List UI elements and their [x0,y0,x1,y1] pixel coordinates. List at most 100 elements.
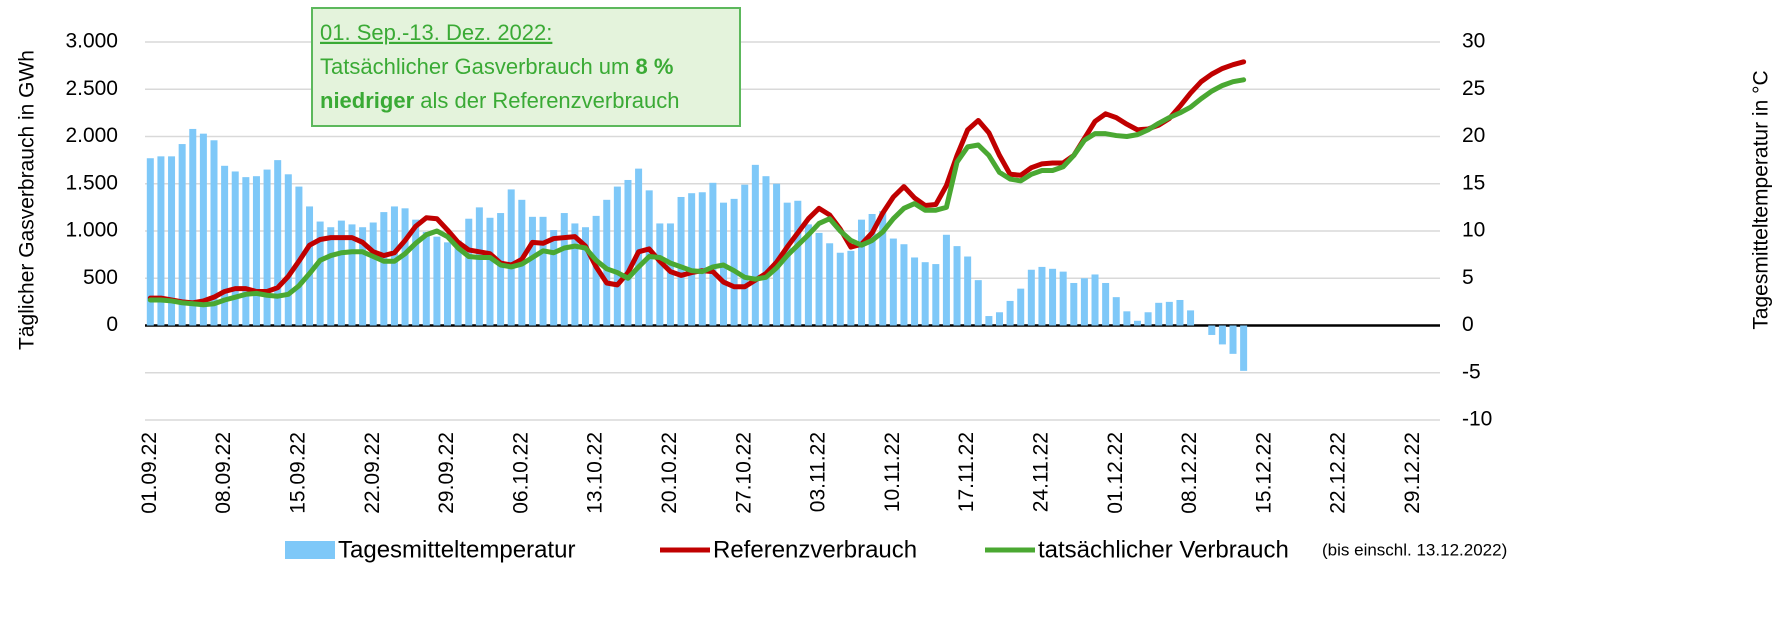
bar [804,224,812,326]
bar [465,218,473,326]
bar [1229,325,1237,354]
x-tick-label: 03.11.22 [807,432,830,512]
bar [550,230,558,326]
bar [1240,325,1248,371]
bar [985,316,993,326]
bar [688,193,696,326]
bar [221,165,229,326]
bar [847,250,855,326]
annotation-text: 8 % [635,54,673,79]
y-axis-title: Täglicher Gasverbrauch in GWh [16,50,39,350]
x-tick-label: 15.12.22 [1252,432,1275,514]
bar [603,199,611,326]
bar [794,200,802,326]
x-tick-label: 15.09.22 [286,432,309,514]
x-tick-label: 13.10.22 [584,432,607,514]
bar [306,206,314,326]
bar [1155,302,1163,326]
bar [942,234,950,326]
bar [295,186,303,326]
x-tick-label: 17.11.22 [955,432,978,512]
bar [1006,300,1014,326]
bar [327,227,335,326]
bar [454,240,462,326]
bar [582,227,590,326]
bar [1133,320,1141,326]
x-tick-label: 01.12.22 [1104,432,1127,514]
bar [826,243,834,326]
bar [1102,282,1110,326]
bars [146,128,1248,371]
x-tick-label: 27.10.22 [732,432,755,514]
bar [1144,312,1152,326]
bar [995,312,1003,326]
y2-tick-label: 15 [1462,171,1485,194]
bar [751,164,759,326]
bar [422,231,430,326]
bar [879,211,887,326]
bar [390,206,398,326]
bar [348,224,356,326]
y-tick-label: 500 [83,266,118,289]
bar [889,238,897,326]
x-tick-label: 08.12.22 [1178,432,1201,514]
bar [1218,325,1226,345]
legend-label: Referenzverbrauch [713,536,917,563]
x-tick-label: 22.12.22 [1327,432,1350,514]
x-tick-label: 20.10.22 [658,432,681,514]
y-tick-label: 1.000 [65,219,118,242]
bar [1165,301,1173,326]
lines [147,59,1247,308]
bar [1112,297,1120,326]
bar [1038,266,1046,326]
annotation-text: niedriger [320,88,415,113]
bar [677,196,685,326]
bar [762,176,770,326]
annotation-box [311,7,741,127]
bar [613,186,621,326]
bar [974,280,982,326]
bar [709,182,717,326]
bar [316,221,324,326]
legend-swatch [285,541,335,559]
y2-tick-label: 20 [1462,124,1485,147]
bar [157,156,165,326]
legend-label: Tagesmitteltemperatur [338,536,575,563]
bar [486,217,494,326]
bar [189,128,197,326]
bar [146,158,154,326]
bar [252,176,260,326]
bar [741,184,749,326]
bar [571,223,579,326]
bar [539,216,547,326]
bar [656,223,664,326]
annotation-line: Tatsächlicher Gasverbrauch um 8 % [320,54,673,79]
bar [900,244,908,326]
bar [337,220,345,326]
bar [1070,282,1078,326]
x-tick-label: 22.09.22 [361,432,384,514]
bar [433,236,441,326]
bar [401,208,409,326]
bar [412,219,420,326]
bar [698,192,706,326]
x-tick-label: 10.11.22 [881,432,904,512]
y-tick-label: 0 [106,313,118,336]
x-tick-label: 06.10.22 [509,432,532,514]
bar [263,169,271,326]
y2-tick-label: 5 [1462,266,1474,289]
bar [964,256,972,326]
y2-axis-title: Tagesmitteltemperatur in °C [1750,70,1773,329]
bar [1080,278,1088,326]
bar [560,213,568,326]
labels: 0 500 1.000 1.500 2.000 2.500 3.000 -10 -5 0 5 10 15… [65,30,1492,564]
bar [911,257,919,326]
bar [178,144,186,326]
y-tick-label: 3.000 [65,30,118,53]
y2-tick-label: 0 [1462,313,1474,336]
bar [857,219,865,326]
bar [168,156,176,326]
bar [1059,271,1067,326]
y2-tick-label: 10 [1462,219,1485,242]
